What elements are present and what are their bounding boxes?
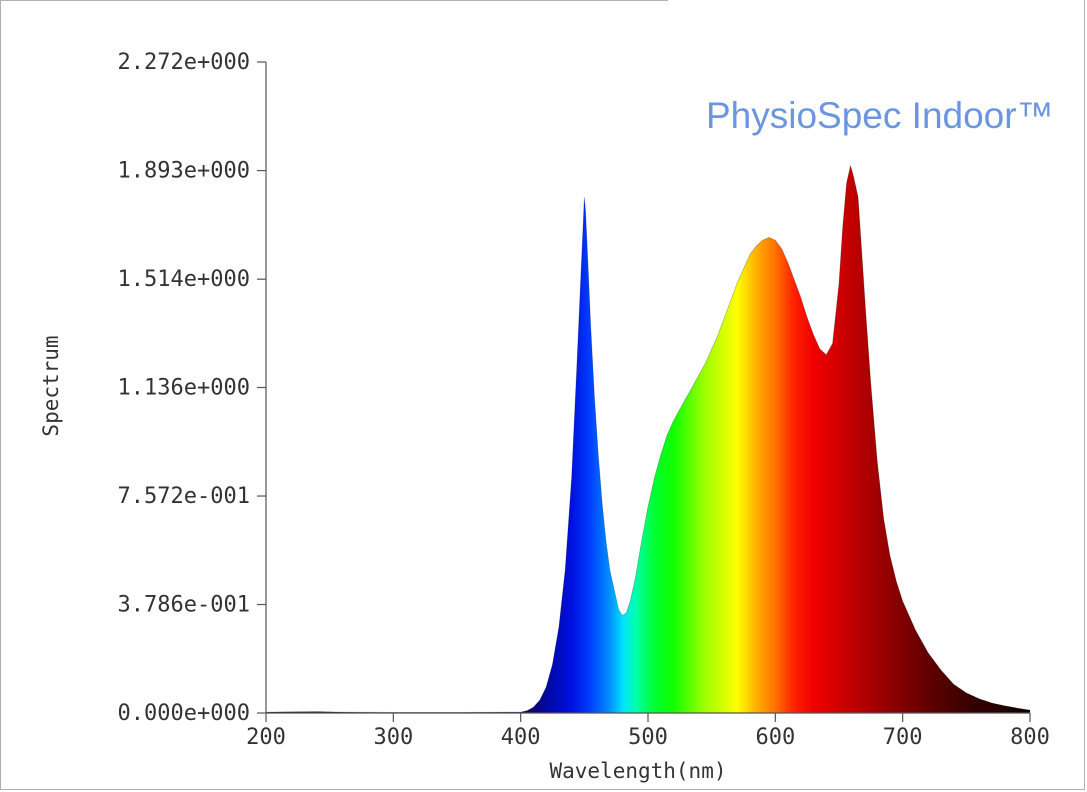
y-tick-label: 1.893e+000	[118, 159, 250, 184]
y-tick-label: 3.786e-001	[118, 593, 250, 618]
y-axis-label: Spectrum	[39, 335, 63, 436]
x-tick-label: 300	[373, 725, 413, 750]
x-tick-label: 800	[1010, 725, 1050, 750]
x-tick-label: 600	[755, 725, 795, 750]
frame-top-border	[0, 0, 668, 1]
chart-title: PhysioSpec Indoor™	[706, 95, 1054, 136]
x-tick-label: 200	[246, 725, 286, 750]
y-tick-label: 7.572e-001	[118, 484, 250, 509]
y-tick-label: 1.514e+000	[118, 267, 250, 292]
y-tick-label: 1.136e+000	[118, 376, 250, 401]
x-tick-label: 500	[628, 725, 668, 750]
x-tick-label: 400	[501, 725, 541, 750]
x-axis-label: Wavelength(nm)	[549, 759, 726, 783]
y-tick-label: 2.272e+000	[118, 50, 250, 75]
x-tick-label: 700	[883, 725, 923, 750]
axes-group: 0.000e+000 3.786e-001 7.572e-001 1.136e+000…	[118, 50, 1050, 750]
y-tick-label: 0.000e+000	[118, 701, 250, 726]
spectrum-line	[265, 164, 1031, 713]
spectrum-area	[266, 165, 1030, 713]
